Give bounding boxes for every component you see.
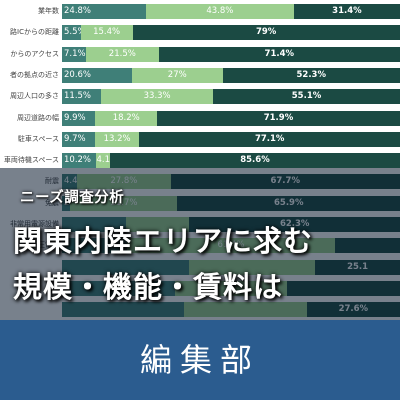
- headline-overlay: ニーズ調査分析 関東内陸エリアに求む 規模・機能・賃料は: [0, 186, 400, 320]
- chart-category-label: 周辺道路の幅: [17, 113, 59, 122]
- chart-bar-segment: 55.1%: [213, 89, 400, 105]
- chart-data-label: 77.1%: [254, 133, 285, 144]
- chart-category-label: 駐車スペース: [17, 134, 59, 143]
- chart-bar-segment: 33.3%: [100, 89, 214, 105]
- chart-row: 周辺人口の多さ 11.5% 33.3% 55.1%: [0, 89, 400, 105]
- chart-bar: 20.6% 27% 52.3%: [62, 67, 400, 83]
- chart-row: 路ICからの距離 5.5% 15.4% 79%: [0, 25, 400, 41]
- chart-bar: 24.8% 43.8% 31.4%: [62, 4, 400, 19]
- chart-data-label: 15.4%: [93, 27, 121, 38]
- chart-bar-segment: 7.1%: [62, 46, 86, 62]
- chart-row: 業年数 24.8% 43.8% 31.4%: [0, 4, 400, 19]
- chart-data-label: 9.9%: [64, 112, 86, 123]
- chart-bar-segment: 71.9%: [156, 110, 400, 126]
- chart-data-label: 7.1%: [64, 48, 86, 59]
- chart-data-label: 20.6%: [64, 69, 92, 80]
- author-banner: 編集部: [0, 320, 400, 400]
- chart-bar-segment: 13.2%: [94, 131, 140, 147]
- chart-data-label: 24.8%: [64, 6, 92, 16]
- chart-category-label: 周辺人口の多さ: [10, 92, 59, 101]
- author-name: 編集部: [139, 341, 260, 379]
- chart-bar-segment: 21.5%: [85, 46, 159, 62]
- chart-data-label: 27%: [167, 69, 187, 80]
- chart-row: 周辺道路の幅 9.9% 18.2% 71.9%: [0, 110, 400, 126]
- chart-category-label: からのアクセス: [10, 49, 59, 58]
- chart-data-label: 85.6%: [240, 155, 270, 166]
- chart-data-label: 18.2%: [112, 112, 140, 123]
- chart-data-label: 13.2%: [103, 133, 131, 144]
- headline-line-2: 規模・機能・賃料は: [13, 270, 284, 304]
- chart-bar-segment: 71.4%: [158, 46, 400, 62]
- chart-data-label: 10.2%: [64, 155, 92, 166]
- chart-bar: 7.1% 21.5% 71.4%: [62, 46, 400, 62]
- chart-category-label: 路ICからの距離: [10, 28, 59, 37]
- chart-bar-segment: 20.6%: [62, 67, 132, 83]
- chart-bar-segment: 79%: [132, 25, 400, 41]
- chart-bar-segment: 9.9%: [62, 110, 96, 126]
- chart-bar: 9.9% 18.2% 71.9%: [62, 110, 400, 126]
- chart-data-label: 9.7%: [64, 133, 86, 144]
- chart-bar-segment: 24.8%: [62, 4, 146, 19]
- chart-bar-segment: 77.1%: [139, 131, 400, 147]
- chart-row: 駐車スペース 9.7% 13.2% 77.1%: [0, 131, 400, 147]
- chart-row: からのアクセス 7.1% 21.5% 71.4%: [0, 46, 400, 62]
- chart-bar-segment: 5.5%: [62, 25, 81, 41]
- headline-line-1: 関東内陸エリアに求む: [13, 224, 314, 258]
- chart-row: 車両待機スペース 10.2% 4.1% 85.6%: [0, 153, 400, 169]
- chart-data-label: 79%: [255, 27, 277, 38]
- chart-bar-segment: 10.2%: [62, 153, 97, 169]
- category-subtitle: ニーズ調査分析: [20, 190, 125, 206]
- chart-row: 者の拠点の近さ 20.6% 27% 52.3%: [0, 67, 400, 83]
- chart-data-label: 31.4%: [332, 6, 362, 16]
- chart-bar: 5.5% 15.4% 79%: [62, 25, 400, 41]
- chart-bar-segment: 18.2%: [95, 110, 157, 126]
- chart-data-label: 71.4%: [264, 48, 295, 59]
- chart-bar-segment: 43.8%: [145, 4, 294, 19]
- chart-data-label: 33.3%: [143, 91, 171, 102]
- chart-data-label: 5.5%: [64, 27, 81, 38]
- chart-bar-segment: 4.1%: [96, 153, 111, 169]
- chart-bar: 11.5% 33.3% 55.1%: [62, 89, 400, 105]
- chart-data-label: 4.1%: [96, 155, 110, 166]
- chart-bar-segment: 15.4%: [80, 25, 133, 41]
- chart-bar-segment: 85.6%: [110, 153, 400, 169]
- chart-dark-overlay: [0, 168, 400, 320]
- chart-category-label: 者の拠点の近さ: [10, 70, 59, 79]
- chart-bar-segment: 31.4%: [293, 4, 400, 19]
- chart-bar-segment: 27%: [131, 67, 223, 83]
- chart-data-label: 43.8%: [206, 6, 234, 16]
- chart-bar: 10.2% 4.1% 85.6%: [62, 153, 400, 169]
- chart-data-label: 71.9%: [263, 112, 294, 123]
- chart-data-label: 21.5%: [108, 48, 136, 59]
- chart-bar-segment: 52.3%: [222, 67, 400, 83]
- chart-bar: 9.7% 13.2% 77.1%: [62, 131, 400, 147]
- chart-data-label: 11.5%: [64, 91, 92, 102]
- chart-data-label: 55.1%: [291, 91, 322, 102]
- chart-bar-segment: 11.5%: [62, 89, 101, 105]
- chart-category-label: 車両待機スペース: [3, 156, 59, 165]
- chart-data-label: 52.3%: [296, 69, 327, 80]
- chart-category-label: 業年数: [38, 7, 59, 15]
- chart-bar-segment: 9.7%: [62, 131, 95, 147]
